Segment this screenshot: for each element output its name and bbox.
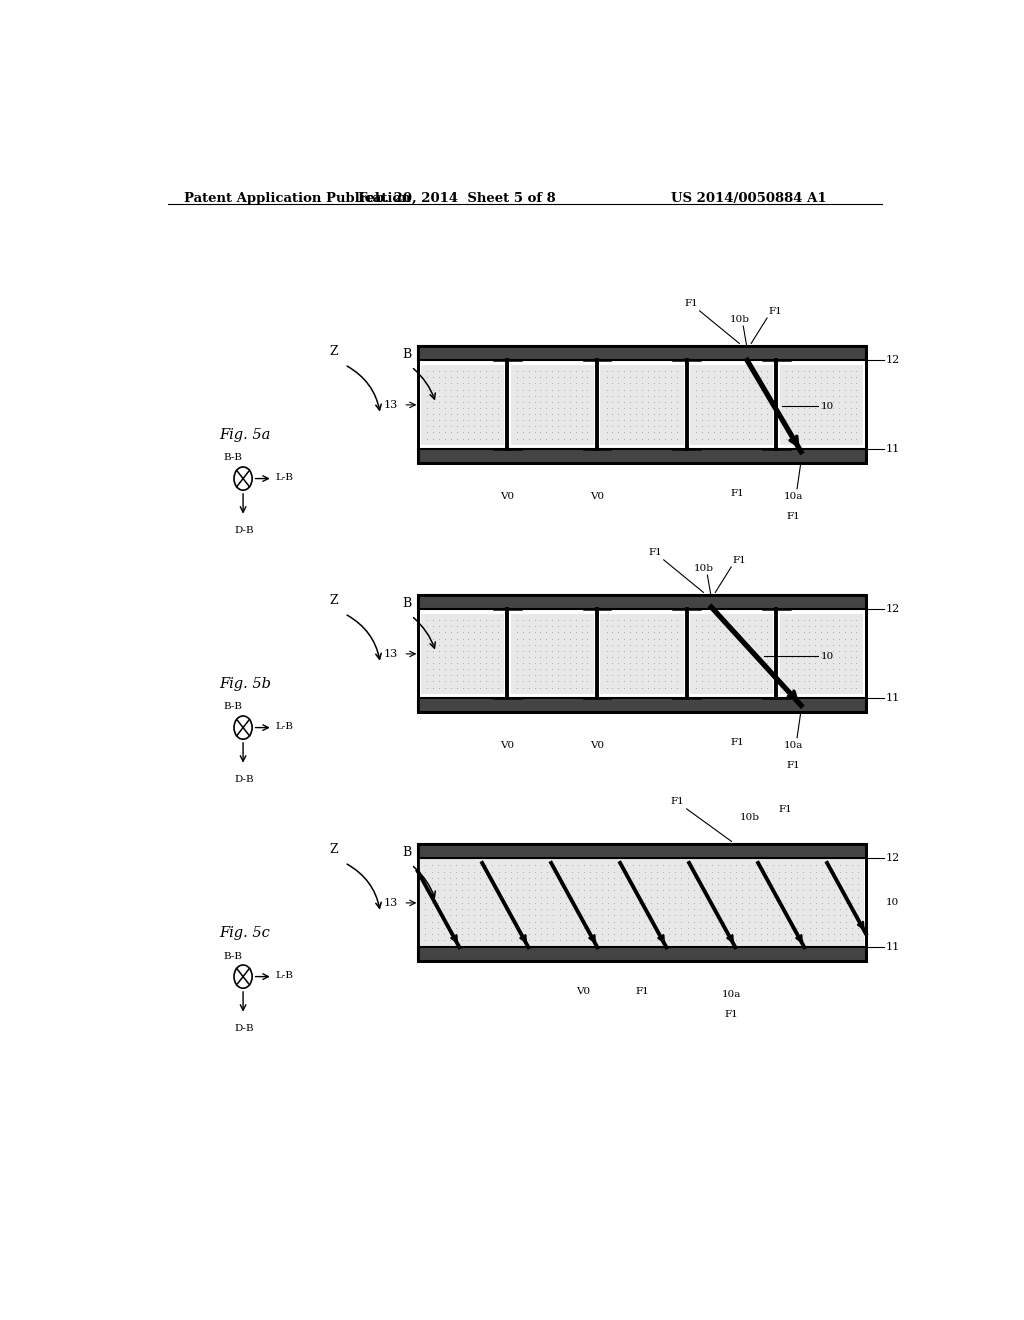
Text: 10b: 10b — [729, 315, 750, 325]
Text: Z: Z — [330, 594, 338, 607]
Text: 12: 12 — [886, 605, 900, 615]
Text: F1: F1 — [778, 805, 793, 814]
Bar — [418, 595, 866, 610]
Text: 11: 11 — [886, 693, 900, 704]
Text: F1: F1 — [685, 298, 698, 308]
Bar — [779, 614, 863, 694]
Bar — [418, 449, 866, 463]
Text: V0: V0 — [590, 741, 604, 750]
Text: F1: F1 — [732, 556, 746, 565]
Text: L-B: L-B — [275, 722, 293, 731]
Bar — [690, 364, 773, 445]
Text: F1: F1 — [671, 797, 685, 805]
Text: 10b: 10b — [693, 564, 714, 573]
Text: 13: 13 — [384, 649, 397, 659]
Text: 10a: 10a — [783, 741, 803, 750]
Bar — [779, 364, 863, 445]
Text: 10a: 10a — [722, 990, 741, 999]
Text: V0: V0 — [501, 741, 514, 750]
Bar — [600, 364, 684, 445]
Bar — [418, 948, 866, 961]
Text: 12: 12 — [886, 355, 900, 366]
Bar — [600, 614, 684, 694]
Text: B: B — [402, 846, 412, 859]
Text: F1: F1 — [731, 488, 744, 498]
Bar — [511, 614, 594, 694]
Text: V0: V0 — [590, 492, 604, 500]
Text: F1: F1 — [786, 762, 800, 770]
Text: Patent Application Publication: Patent Application Publication — [183, 191, 411, 205]
Text: 10a: 10a — [783, 492, 803, 500]
Text: B-B: B-B — [223, 702, 242, 711]
Text: L-B: L-B — [275, 972, 293, 979]
Bar — [418, 845, 866, 961]
Text: L-B: L-B — [275, 473, 293, 482]
Text: 11: 11 — [886, 942, 900, 952]
Text: B-B: B-B — [223, 952, 242, 961]
Bar — [418, 595, 866, 713]
Text: 10: 10 — [821, 401, 835, 411]
Text: V0: V0 — [501, 492, 514, 500]
Text: D-B: D-B — [234, 1023, 255, 1032]
Bar — [421, 614, 504, 694]
Text: Fig. 5c: Fig. 5c — [219, 925, 270, 940]
Bar — [418, 346, 866, 463]
Bar — [690, 614, 773, 694]
Text: 13: 13 — [384, 400, 397, 411]
Text: B: B — [402, 347, 412, 360]
Text: D-B: D-B — [234, 525, 255, 535]
Bar — [418, 845, 866, 961]
Text: 10b: 10b — [739, 813, 760, 822]
Bar — [418, 346, 866, 463]
Text: Feb. 20, 2014  Sheet 5 of 8: Feb. 20, 2014 Sheet 5 of 8 — [358, 191, 556, 205]
Bar — [419, 858, 864, 948]
Text: F1: F1 — [786, 512, 800, 521]
Text: F1: F1 — [731, 738, 744, 747]
Text: V0: V0 — [577, 987, 591, 995]
Text: F1: F1 — [768, 308, 782, 315]
Text: 10: 10 — [821, 652, 835, 661]
Text: 11: 11 — [886, 445, 900, 454]
Text: Fig. 5b: Fig. 5b — [219, 677, 271, 690]
Bar — [418, 595, 866, 713]
Bar — [418, 845, 866, 858]
Text: D-B: D-B — [234, 775, 255, 784]
Text: 12: 12 — [886, 854, 900, 863]
Bar — [421, 364, 504, 445]
Text: US 2014/0050884 A1: US 2014/0050884 A1 — [671, 191, 826, 205]
Text: F1: F1 — [635, 987, 649, 995]
Text: 10: 10 — [886, 899, 899, 907]
Text: Z: Z — [330, 842, 338, 855]
Text: Fig. 5a: Fig. 5a — [219, 428, 270, 442]
Bar — [418, 346, 866, 360]
Text: Z: Z — [330, 345, 338, 358]
Text: F1: F1 — [649, 548, 663, 557]
Bar — [418, 698, 866, 713]
Text: B: B — [402, 597, 412, 610]
Bar — [511, 364, 594, 445]
Text: B-B: B-B — [223, 454, 242, 462]
Text: F1: F1 — [725, 1010, 738, 1019]
Text: 13: 13 — [384, 898, 397, 908]
